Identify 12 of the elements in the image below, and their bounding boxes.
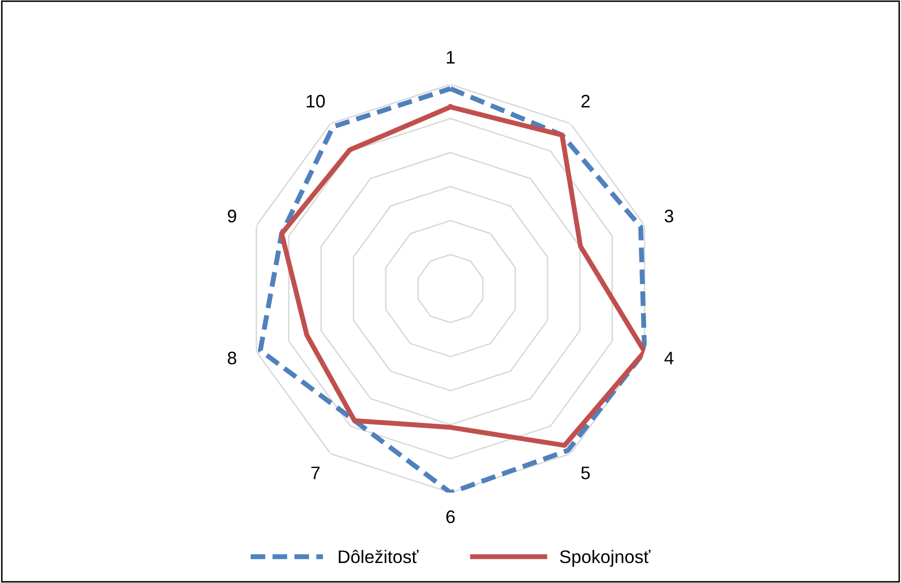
spoke-label: 1 [446, 51, 455, 64]
spoke-label: 9 [228, 210, 236, 222]
spoke-label: 7 [311, 466, 320, 480]
spoke-label: 10 [306, 94, 325, 108]
spoke-label: 5 [581, 466, 590, 480]
spoke-label: 3 [664, 210, 674, 222]
legend-label: Dôležitosť [338, 550, 419, 564]
spoke-label: 4 [664, 352, 674, 364]
legend-label: Spokojnosť [560, 550, 650, 567]
spoke-label: 8 [228, 352, 236, 364]
spoke-label: 6 [446, 510, 455, 524]
spoke-label: 2 [581, 94, 590, 108]
